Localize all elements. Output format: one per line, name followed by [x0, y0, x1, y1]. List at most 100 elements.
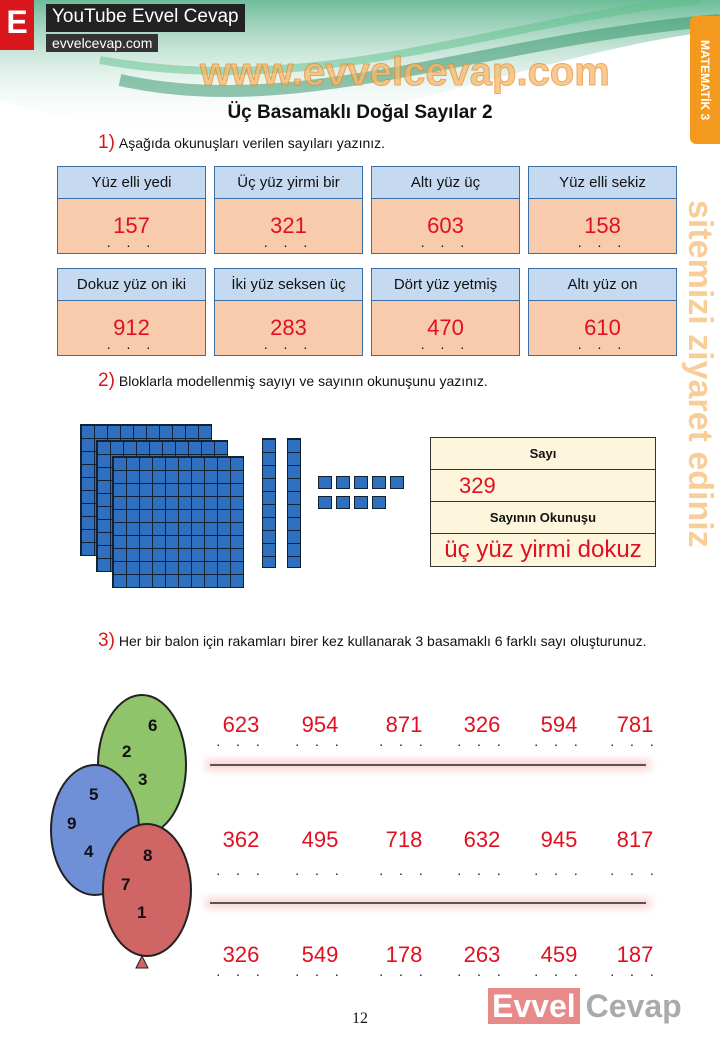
number-box: Yüz elli yedi 157. . . [57, 166, 206, 254]
digit-dots: . . . [216, 733, 266, 749]
number-answer: 610. . . [529, 315, 676, 352]
formed-number: 495. . . [290, 827, 350, 878]
digit-dots: . . . [106, 234, 157, 250]
divider-line [210, 902, 646, 904]
number-answer: 603. . . [372, 213, 519, 250]
channel-name: YouTube Evvel Cevap [46, 4, 245, 32]
number-answer: 158. . . [529, 213, 676, 250]
formed-number: 326. . . [211, 942, 271, 978]
one-cube [318, 476, 332, 489]
reading-header: Sayının Okunuşu [431, 502, 655, 534]
question-number: 3) [98, 630, 115, 651]
digit-dots: . . . [534, 862, 584, 878]
number-answer: 329 [431, 470, 655, 502]
one-cube [318, 496, 332, 509]
watermark-sub: sitemizi ziyaret ediniz [681, 200, 719, 548]
question-text: Bloklarla modellenmiş sayıyı ve sayının … [118, 373, 488, 389]
ten-rod [262, 438, 276, 568]
number-reading: İki yüz seksen üç [215, 269, 362, 301]
site-url: evvelcevap.com [46, 34, 159, 52]
number-answer: 321. . . [215, 213, 362, 250]
formed-number: 187. . . [605, 942, 665, 979]
balloon-digit: 7 [121, 875, 131, 894]
number-box: Yüz elli sekiz 158. . . [528, 166, 677, 254]
formed-number: 263. . . [452, 942, 512, 979]
divider-line [210, 764, 646, 766]
formed-number: 459. . . [529, 942, 589, 979]
digit-dots: . . . [295, 963, 345, 979]
number-reading: Altı yüz üç [372, 167, 519, 199]
formed-number: 632. . . [452, 827, 512, 878]
watermark: www.evvelcevap.com [200, 50, 611, 95]
digit-dots: . . . [263, 336, 314, 352]
one-cube [372, 476, 386, 489]
page-number: 12 [352, 1010, 368, 1027]
number-box: İki yüz seksen üç 283. . . [214, 268, 363, 356]
digit-dots: . . . [610, 733, 660, 749]
digit-dots: . . . [295, 862, 345, 878]
digit-dots: . . . [577, 336, 628, 352]
subject-tab: MATEMATİK 3 [690, 16, 720, 144]
digit-dots: . . . [577, 234, 628, 250]
balloon-digit: 8 [143, 846, 153, 865]
page-title: Üç Basamaklı Doğal Sayılar 2 [227, 102, 493, 123]
header-wave-background [0, 0, 720, 133]
question-text: Her bir balon için rakamları birer kez k… [118, 633, 647, 649]
number-reading: Dört yüz yetmiş [372, 269, 519, 301]
digit-dots: . . . [457, 862, 507, 878]
digit-dots: . . . [379, 862, 429, 878]
one-cube [354, 496, 368, 509]
formed-number: 718. . . [374, 827, 434, 878]
balloon-digit: 5 [89, 785, 99, 804]
formed-number: 178. . . [374, 942, 434, 979]
question-3: 3) Her bir balon için rakamları birer kez… [98, 630, 678, 652]
balloon-digit: 6 [148, 716, 158, 735]
digit-dots: . . . [457, 963, 507, 979]
one-cube [336, 496, 350, 509]
footer-brand-logo: Evvel Cevap [488, 988, 682, 1025]
number-reading: Yüz elli sekiz [529, 167, 676, 199]
digit-dots: . . . [295, 733, 345, 749]
one-cube [372, 496, 386, 509]
number-answer: 912. . . [58, 315, 205, 352]
question-1: 1) Aşağıda okunuşları verilen sayıları ya… [98, 132, 385, 154]
hundred-block [112, 456, 244, 588]
number-box: Altı yüz on 610. . . [528, 268, 677, 356]
digit-dots: . . . [420, 234, 471, 250]
balloon-digit: 4 [84, 842, 94, 861]
formed-number: 945. . . [529, 827, 589, 878]
number-box: Dört yüz yetmiş 470. . . [371, 268, 520, 356]
number-header: Sayı [431, 438, 655, 470]
formed-number: 362. . . [211, 827, 271, 878]
question-2: 2) Bloklarla modellenmiş sayıyı ve sayını… [98, 370, 488, 392]
digit-dots: . . . [216, 862, 266, 878]
question-number: 1) [98, 132, 115, 153]
question-number: 2) [98, 370, 115, 391]
number-reading: Üç yüz yirmi bir [215, 167, 362, 199]
number-reading: Yüz elli yedi [58, 167, 205, 199]
number-reading: Altı yüz on [529, 269, 676, 301]
number-answer: 283. . . [215, 315, 362, 352]
balloon-digit: 9 [67, 814, 77, 833]
formed-number: 817. . . [605, 827, 665, 878]
formed-number: 781. . . [605, 712, 665, 749]
formed-number: 326. . . [452, 712, 512, 748]
digit-dots: . . . [534, 733, 584, 749]
digit-dots: . . . [379, 733, 429, 749]
balloon-digit: 2 [122, 742, 132, 761]
digit-dots: . . . [534, 963, 584, 979]
digit-dots: . . . [610, 963, 660, 979]
number-box: Üç yüz yirmi bir 321. . . [214, 166, 363, 254]
one-cube [336, 476, 350, 489]
digit-dots: . . . [263, 234, 314, 250]
digit-dots: . . . [106, 336, 157, 352]
formed-number: 623. . . [211, 712, 271, 749]
digit-dots: . . . [379, 963, 429, 979]
balloon-digit: 3 [138, 770, 148, 789]
question-text: Aşağıda okunuşları verilen sayıları yazı… [118, 135, 386, 151]
answer-table: Sayı 329 Sayının Okunuşu üç yüz yirmi do… [430, 437, 656, 567]
digit-dots: . . . [420, 336, 471, 352]
number-answer: 157. . . [58, 213, 205, 250]
formed-number: 594. . . [529, 712, 589, 749]
digit-dots: . . . [610, 862, 660, 878]
